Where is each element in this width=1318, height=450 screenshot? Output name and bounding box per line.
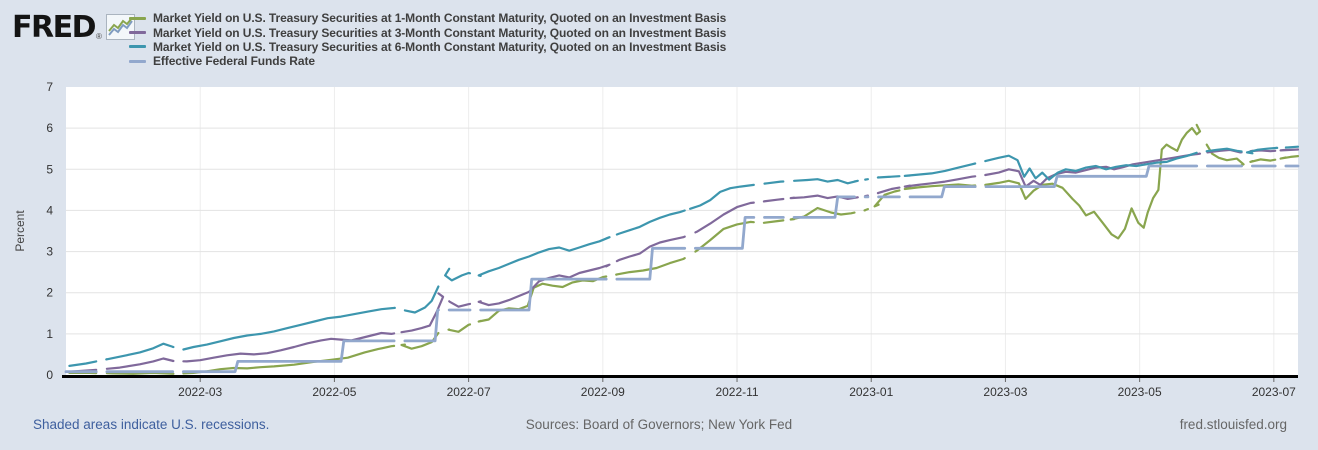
series-treasury-3m — [694, 201, 755, 234]
legend-label-effr: Effective Federal Funds Rate — [153, 54, 315, 69]
series-effr — [908, 185, 977, 199]
svg-text:5: 5 — [46, 162, 53, 176]
series-treasury-1m — [873, 189, 901, 208]
series-treasury-1m — [1249, 158, 1277, 163]
series-effr — [182, 339, 396, 374]
series-treasury-3m — [762, 197, 785, 203]
svg-text:0: 0 — [46, 368, 53, 382]
series-treasury-6m — [763, 180, 785, 185]
series-treasury-6m — [477, 236, 611, 277]
legend-swatch-effr — [129, 59, 146, 63]
series-treasury-1m — [694, 220, 755, 253]
svg-text:6: 6 — [46, 121, 53, 135]
legend-label-6m: Market Yield on U.S. Treasury Securities… — [153, 39, 727, 54]
series-effr — [792, 195, 856, 219]
series-treasury-6m — [793, 178, 859, 185]
legend-swatch-3m — [129, 31, 146, 35]
svg-text:2022-05: 2022-05 — [312, 385, 356, 399]
series-treasury-1m — [1205, 143, 1245, 167]
series-effr — [984, 164, 1199, 188]
svg-text:2023-01: 2023-01 — [849, 385, 893, 399]
series-treasury-6m — [444, 267, 472, 282]
legend-item-6m: Market Yield on U.S. Treasury Securities… — [129, 40, 726, 54]
legend-label-3m: Market Yield on U.S. Treasury Securities… — [153, 25, 727, 40]
series-treasury-3m — [1279, 148, 1300, 152]
chart-series — [64, 123, 1300, 375]
svg-text:4: 4 — [46, 203, 53, 217]
series-treasury-6m — [105, 342, 175, 361]
series-treasury-1m — [984, 123, 1202, 240]
svg-text:2023-05: 2023-05 — [1118, 385, 1162, 399]
series-treasury-6m — [903, 162, 977, 177]
series-treasury-6m — [403, 285, 440, 314]
series-treasury-6m — [68, 360, 98, 367]
chart-legend: Market Yield on U.S. Treasury Securities… — [129, 11, 726, 69]
series-treasury-6m — [182, 306, 396, 351]
legend-item-effr: Effective Federal Funds Rate — [129, 54, 726, 68]
series-effr — [403, 308, 440, 343]
series-treasury-3m — [615, 235, 686, 263]
recessions-note-link[interactable]: Shaded areas indicate U.S. recessions. — [33, 417, 270, 432]
y-axis-title: Percent — [13, 210, 27, 252]
series-effr — [479, 277, 608, 312]
series-treasury-1m — [863, 208, 869, 212]
series-treasury-3m — [984, 152, 1202, 188]
series-treasury-6m — [1284, 145, 1300, 149]
series-treasury-1m — [477, 275, 608, 323]
plot-area[interactable] — [66, 87, 1298, 375]
series-effr — [694, 216, 756, 250]
svg-text:7: 7 — [46, 80, 53, 94]
fred-site-link[interactable]: fred.stlouisfed.org — [1179, 417, 1287, 432]
legend-item-3m: Market Yield on U.S. Treasury Securities… — [129, 25, 727, 40]
svg-text:2: 2 — [46, 286, 53, 300]
svg-text:2023-07: 2023-07 — [1252, 385, 1296, 399]
series-treasury-1m — [447, 323, 472, 333]
svg-text:2023-03: 2023-03 — [983, 385, 1027, 399]
series-treasury-6m — [615, 209, 686, 236]
series-treasury-1m — [182, 344, 396, 375]
series-treasury-3m — [448, 300, 472, 308]
legend-swatch-1m — [129, 16, 146, 20]
registered-trademark-symbol: ® — [96, 32, 102, 41]
series-treasury-3m — [876, 186, 901, 195]
svg-text:2022-03: 2022-03 — [178, 385, 222, 399]
svg-text:2022-09: 2022-09 — [581, 385, 625, 399]
series-treasury-1m — [762, 219, 785, 224]
series-effr — [615, 246, 687, 281]
series-treasury-1m — [789, 206, 856, 221]
series-treasury-6m — [689, 183, 755, 210]
svg-text:1: 1 — [46, 327, 53, 341]
series-treasury-3m — [105, 357, 175, 370]
series-treasury-6m — [1205, 147, 1243, 153]
svg-text:2022-07: 2022-07 — [447, 385, 491, 399]
fred-logo-text: FRED — [12, 10, 97, 45]
series-treasury-3m — [903, 175, 977, 188]
axes: 0 1 2 3 4 5 6 7 2022-03 2022-05 2022-07 2022-09 2022… — [46, 80, 1298, 399]
series-treasury-3m — [182, 331, 396, 363]
legend-label-1m: Market Yield on U.S. Treasury Securities… — [153, 11, 727, 26]
series-treasury-1m — [1279, 155, 1300, 160]
series-treasury-1m — [105, 371, 175, 375]
series-treasury-6m — [984, 151, 1198, 181]
legend-swatch-6m — [129, 45, 146, 49]
svg-text:2022-11: 2022-11 — [715, 385, 758, 399]
series-treasury-3m — [400, 292, 445, 334]
series-treasury-6m — [876, 175, 901, 179]
svg-text:3: 3 — [46, 245, 53, 259]
series-treasury-6m — [1245, 146, 1279, 155]
legend-item-1m: Market Yield on U.S. Treasury Securities… — [129, 11, 726, 25]
